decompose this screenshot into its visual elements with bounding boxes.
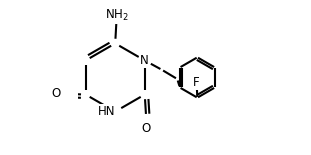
Text: F: F xyxy=(193,76,200,89)
Text: O: O xyxy=(142,122,151,135)
Text: O: O xyxy=(52,87,61,100)
Text: HN: HN xyxy=(98,105,115,118)
Text: NH$_2$: NH$_2$ xyxy=(105,8,129,23)
Text: N: N xyxy=(140,54,149,67)
